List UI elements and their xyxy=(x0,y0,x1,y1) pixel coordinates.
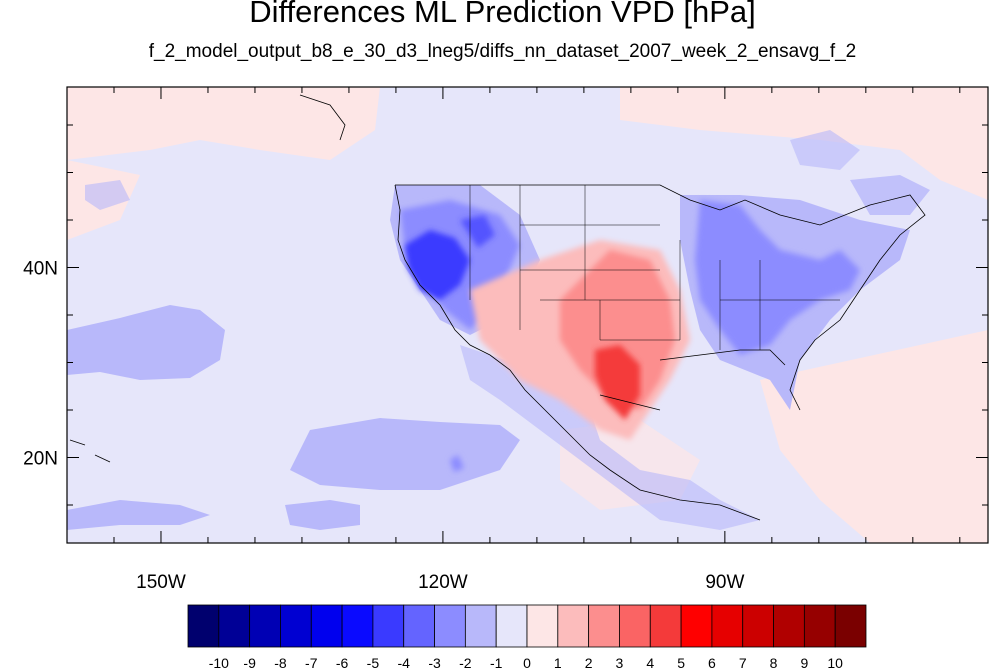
colorbar-swatch xyxy=(403,604,435,648)
map-subtitle: f_2_model_output_b8_e_30_d3_lneg5/diffs_… xyxy=(148,41,857,62)
map-plot-area xyxy=(67,87,988,543)
state-borders xyxy=(469,185,840,350)
colorbar-label: 0 xyxy=(523,655,531,671)
colorbar-swatch xyxy=(649,604,682,648)
negative-regions-strong xyxy=(405,215,495,300)
colorbar-swatch xyxy=(464,604,497,648)
lat-tick-label: 20N xyxy=(23,449,58,470)
colorbar-swatch xyxy=(742,604,774,648)
colorbar-label: 1 xyxy=(554,655,562,671)
coastlines xyxy=(69,94,926,521)
colorbar-label: 3 xyxy=(616,655,624,671)
colorbar-swatch xyxy=(619,604,651,648)
colorbar-label: -8 xyxy=(274,655,287,671)
colorbar-label: -2 xyxy=(459,655,472,671)
colorbar-swatch xyxy=(680,604,713,648)
lon-tick-label: 90W xyxy=(705,572,744,593)
colorbar-swatch xyxy=(280,604,312,648)
colorbar-swatch xyxy=(218,604,251,648)
map-title: Differences ML Prediction VPD [hPa] xyxy=(249,0,756,29)
colorbar: -10 -9 -8 -7 -6 -5 -4 -3 -2 -1 0 1 2 3 4 5 6 7 8 9 10 xyxy=(187,604,867,671)
axis-ticks: 150W 120W 90W 40N 20N xyxy=(23,87,988,593)
colorbar-label: 10 xyxy=(827,655,843,671)
colorbar-label: -4 xyxy=(398,655,411,671)
colorbar-label: 6 xyxy=(708,655,716,671)
colorbar-swatch xyxy=(557,604,590,648)
lon-tick-label: 120W xyxy=(418,572,468,593)
colorbar-label: -1 xyxy=(490,655,503,671)
colorbar-swatch xyxy=(495,604,528,648)
colorbar-swatch xyxy=(372,604,405,648)
colorbar-label: -10 xyxy=(209,655,229,671)
colorbar-swatch xyxy=(588,604,620,648)
colorbar-label: 5 xyxy=(677,655,685,671)
colorbar-swatch xyxy=(803,604,836,648)
positive-regions-medium xyxy=(560,250,675,410)
colorbar-swatch xyxy=(341,604,374,648)
lon-tick-label: 150W xyxy=(136,572,186,593)
colorbar-swatch xyxy=(434,604,466,648)
colorbar-label: -9 xyxy=(243,655,256,671)
positive-regions-strong xyxy=(595,345,640,420)
colorbar-label: -6 xyxy=(336,655,349,671)
colorbar-swatch xyxy=(834,604,867,648)
colorbar-label: -7 xyxy=(305,655,318,671)
colorbar-label: 8 xyxy=(770,655,778,671)
colorbar-label: -3 xyxy=(428,655,441,671)
lat-tick-label: 40N xyxy=(23,259,58,280)
colorbar-swatch xyxy=(711,604,744,648)
colorbar-label: 9 xyxy=(800,655,808,671)
colorbar-swatch xyxy=(526,604,559,648)
colorbar-label: -5 xyxy=(367,655,380,671)
colorbar-swatch xyxy=(773,604,805,648)
colorbar-label: 4 xyxy=(646,655,654,671)
colorbar-swatch xyxy=(187,604,220,648)
colorbar-swatch xyxy=(310,604,343,648)
colorbar-label: 7 xyxy=(739,655,747,671)
colorbar-label: 2 xyxy=(585,655,593,671)
colorbar-swatch xyxy=(249,604,281,648)
